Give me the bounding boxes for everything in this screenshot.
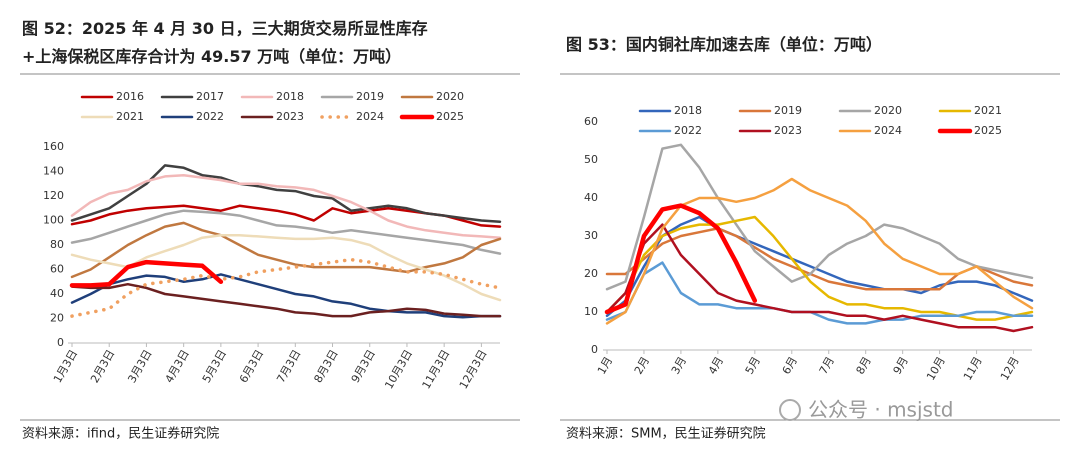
x-tick-label: 10月 — [924, 355, 948, 383]
x-tick-label: 12月3日 — [457, 348, 490, 392]
legend-label: 2024 — [356, 110, 384, 123]
x-tick-label: 2月 — [632, 355, 652, 377]
legend-label: 2019 — [774, 104, 802, 117]
legend-label: 2022 — [196, 110, 224, 123]
y-tick-label: 50 — [584, 153, 598, 166]
series-line — [70, 209, 502, 255]
x-tick-label: 8月 — [854, 355, 874, 377]
x-tick-label: 3月3日 — [125, 348, 154, 386]
watermark: 公众号 · msjstd — [808, 398, 954, 422]
series-line — [70, 221, 502, 279]
series-line — [70, 257, 502, 318]
y-tick-label: 20 — [584, 267, 598, 280]
series-line — [605, 215, 1034, 321]
legend-label: 2025 — [974, 124, 1002, 137]
legend-label: 2023 — [276, 110, 304, 123]
x-tick-label: 5月 — [743, 355, 763, 377]
y-tick-label: 0 — [591, 343, 598, 356]
y-tick-label: 60 — [584, 115, 598, 128]
x-tick-label: 8月3日 — [311, 348, 340, 386]
x-tick-label: 7月3日 — [274, 348, 303, 386]
chart-title: 图 53：国内铜社库加速去库（单位：万吨） — [566, 35, 882, 54]
x-tick-label: 4月3日 — [163, 348, 192, 386]
y-tick-label: 60 — [50, 263, 64, 276]
y-tick-label: 10 — [584, 305, 598, 318]
x-tick-label: 3月 — [669, 355, 689, 377]
x-tick-label: 10月3日 — [382, 348, 415, 392]
series-line — [604, 203, 758, 315]
chart-title: 图 52：2025 年 4 月 30 日，三大期货交易所显性库存 — [22, 19, 428, 38]
series-line — [69, 259, 224, 288]
watermark-icon — [779, 399, 801, 421]
legend-label: 2024 — [874, 124, 902, 137]
legend-label: 2016 — [116, 90, 144, 103]
legend-label: 2025 — [436, 110, 464, 123]
legend-label: 2021 — [116, 110, 144, 123]
x-tick-label: 6月 — [780, 355, 800, 377]
x-tick-label: 1月3日 — [51, 348, 80, 386]
source: 资料来源：SMM，民生证券研究院 — [566, 426, 766, 442]
source: 资料来源：ifind，民生证券研究院 — [22, 426, 219, 442]
legend-label: 2022 — [674, 124, 702, 137]
y-tick-label: 80 — [50, 238, 64, 251]
series-line — [605, 261, 1034, 325]
series-line — [70, 282, 502, 318]
y-tick-label: 160 — [43, 140, 64, 153]
y-tick-label: 0 — [57, 336, 64, 349]
series-line — [605, 215, 1034, 318]
x-tick-label: 6月3日 — [237, 348, 266, 386]
legend-label: 2019 — [356, 90, 384, 103]
x-tick-label: 4月 — [706, 355, 726, 377]
legend-label: 2018 — [674, 104, 702, 117]
x-tick-label: 9月 — [891, 355, 911, 377]
legend-label: 2017 — [196, 90, 224, 103]
y-tick-label: 40 — [50, 287, 64, 300]
x-tick-label: 1月 — [595, 355, 615, 377]
series-line — [70, 233, 502, 302]
series-line — [70, 273, 502, 319]
x-tick-label: 5月3日 — [200, 348, 229, 386]
y-tick-label: 30 — [584, 229, 598, 242]
legend-label: 2018 — [276, 90, 304, 103]
x-tick-label: 7月 — [817, 355, 837, 377]
legend-label: 2023 — [774, 124, 802, 137]
x-tick-label: 11月3日 — [420, 348, 453, 392]
series-line — [605, 143, 1034, 291]
chart-title: +上海保税区库存合计为 49.57 万吨（单位：万吨） — [22, 47, 401, 66]
y-tick-label: 140 — [43, 165, 64, 178]
x-tick-label: 2月3日 — [88, 348, 117, 386]
y-tick-label: 20 — [50, 312, 64, 325]
series-line — [605, 177, 1034, 325]
legend-label: 2021 — [974, 104, 1002, 117]
series-line — [70, 164, 502, 223]
series-line — [605, 223, 1034, 333]
y-tick-label: 40 — [584, 191, 598, 204]
y-tick-label: 100 — [43, 214, 64, 227]
legend-label: 2020 — [436, 90, 464, 103]
y-tick-label: 120 — [43, 189, 64, 202]
x-tick-label: 11月 — [961, 355, 985, 383]
x-tick-label: 12月 — [998, 355, 1022, 383]
legend-label: 2020 — [874, 104, 902, 117]
series-line — [70, 173, 502, 239]
x-tick-label: 9月3日 — [349, 348, 378, 386]
